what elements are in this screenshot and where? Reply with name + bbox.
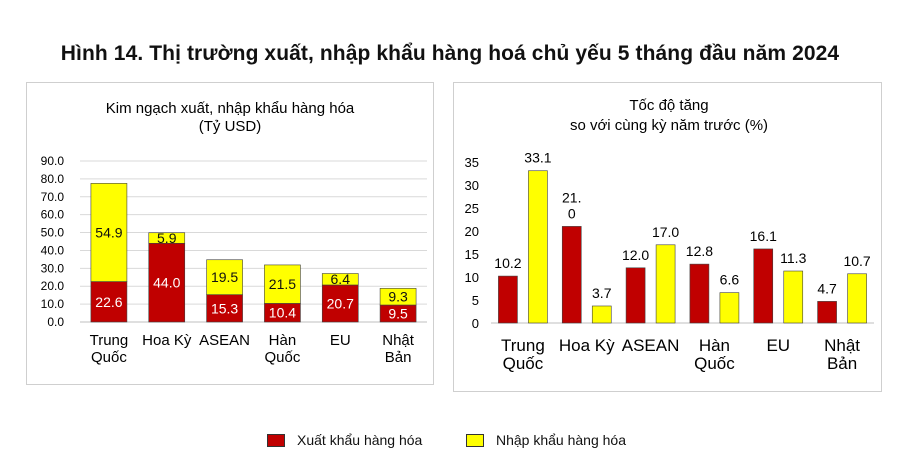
data-label-import: 21.5 [269,276,296,292]
bar-export [90,281,128,323]
data-label-export: 0 [568,205,576,221]
bar-import [90,183,128,282]
legend-label-import: Nhập khẩu hàng hóa [496,432,626,448]
bar-import [591,305,612,324]
data-label-import: 3.7 [592,285,612,301]
bar-import [783,270,804,324]
data-label-export: 12.0 [622,247,649,263]
chart-title-line2: (Tỷ USD) [199,118,262,135]
data-label-import: 9.3 [388,289,408,305]
x-tick-label: Trung [90,332,129,349]
data-label-export: 10.4 [269,305,296,321]
x-tick-label: Quốc [503,354,544,373]
x-tick-label: Quốc [91,349,127,366]
y-tick-label: 40.0 [41,243,65,257]
data-label-export: 9.5 [388,306,408,322]
export-import-value-chart: Kim ngạch xuất, nhập khẩu hàng hóa(Tỷ US… [41,100,427,366]
bar-import [264,264,301,304]
bar-export [498,275,518,324]
chart-title-line1: Tốc độ tăng [629,97,708,114]
x-tick-label: ASEAN [622,336,680,355]
legend-item-export: Xuất khẩu hàng hóa [267,432,422,448]
y-tick-label: 10.0 [41,297,65,311]
x-tick-label: Nhật [824,336,860,355]
data-label-import: 6.6 [720,272,740,288]
data-label-import: 17.0 [652,224,679,240]
y-tick-label: 70.0 [41,190,65,204]
legend-swatch-export [267,433,285,447]
bar-import [379,288,417,306]
bar-import [719,292,740,324]
x-tick-label: Quốc [694,354,735,373]
data-label-import: 11.3 [780,250,806,266]
data-label-import: 6.4 [331,271,351,287]
y-tick-label: 10 [465,270,479,285]
y-tick-label: 60.0 [41,208,65,222]
x-tick-label: Hàn [269,332,297,349]
y-tick-label: 25 [465,201,479,216]
figure-title: Hình 14. Thị trường xuất, nhập khẩu hàng… [60,42,840,65]
y-tick-label: 35 [465,155,479,170]
y-tick-label: 0 [472,316,479,331]
bar-import [847,273,867,324]
bar-import [528,170,548,324]
y-tick-label: 0.0 [47,315,64,329]
x-tick-label: Bản [827,354,857,373]
bar-export [817,301,837,324]
bar-export [625,267,646,324]
data-label-export: 4.7 [817,280,837,296]
y-tick-label: 15 [465,247,479,262]
chart-title-line2: so với cùng kỳ năm trước (%) [570,117,768,134]
data-label-export: 44.0 [153,275,180,291]
x-tick-label: Quốc [264,349,300,366]
y-tick-label: 30 [465,178,479,193]
y-tick-label: 20.0 [41,279,65,293]
growth-rate-panel: Tốc độ tăng so với cùng kỳ năm trước (%) 0… [453,82,882,392]
data-label-export: 15.3 [211,300,238,316]
bar-export [689,263,710,324]
y-tick-label: 20 [465,224,479,239]
legend-item-import: Nhập khẩu hàng hóa [466,432,626,448]
chart-title-line1: Kim ngạch xuất, nhập khẩu hàng hóa [106,100,355,117]
legend-swatch-import [466,433,484,447]
legend-label-export: Xuất khẩu hàng hóa [297,432,423,448]
data-label-export: 10.2 [494,255,521,271]
x-tick-label: Hoa Kỳ [559,336,615,355]
data-label-import: 10.7 [843,253,870,269]
x-tick-label: Hàn [699,336,730,355]
data-label-import: 5.9 [157,230,177,246]
y-tick-label: 5 [472,293,479,308]
growth-rate-chart: Tốc độ tăng so với cùng kỳ năm trước (%) 0… [465,97,874,373]
bar-import [655,244,676,324]
bar-import [321,273,359,286]
y-tick-label: 90.0 [41,154,65,168]
data-label-export: 22.6 [95,294,122,310]
bar-import [148,232,186,244]
data-label-export: 20.7 [327,295,354,311]
x-tick-label: EU [330,332,351,349]
y-tick-label: 80.0 [41,172,65,186]
data-label-import: 33.1 [524,150,551,166]
x-tick-label: Hoa Kỳ [142,332,192,349]
data-label-export: 21. [562,189,581,205]
data-label-import: 54.9 [95,224,122,240]
bar-export [561,226,582,324]
data-label-export: 16.1 [750,228,777,244]
bar-import [206,259,243,295]
x-tick-label: ASEAN [199,332,250,349]
bar-export [206,294,243,323]
legend: Xuất khẩu hàng hóa Nhập khẩu hàng hóa [0,428,900,454]
data-label-import: 19.5 [211,269,238,285]
bar-export [321,284,359,323]
bar-export [148,242,186,323]
bar-export [753,248,774,324]
x-tick-label: Bản [385,349,412,366]
x-tick-label: Trung [501,336,545,355]
y-tick-label: 30.0 [41,261,65,275]
export-import-value-panel: Kim ngạch xuất, nhập khẩu hàng hóa (Tỷ US… [26,82,434,385]
x-tick-label: Nhật [382,332,415,349]
data-label-export: 12.8 [686,243,713,259]
y-tick-label: 50.0 [41,226,65,240]
x-tick-label: EU [766,336,790,355]
